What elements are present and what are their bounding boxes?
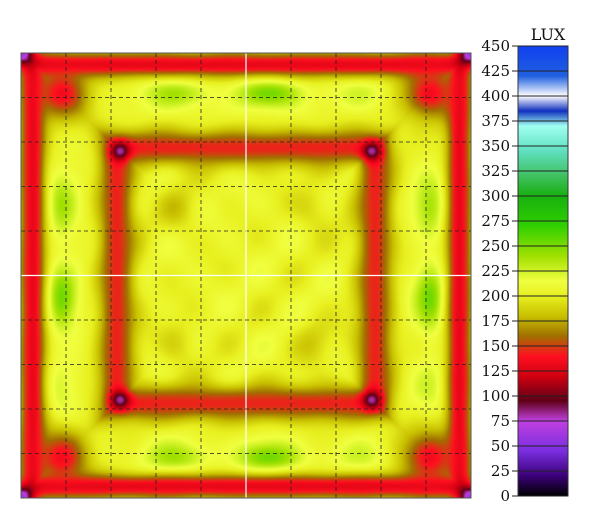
colorbar-tick-label: 50 (491, 437, 510, 455)
colorbar-tick-label: 450 (481, 37, 510, 55)
colorbar-tick-label: 250 (481, 237, 510, 255)
heatmap-frame (20, 52, 472, 499)
colorbar-tick-label: 125 (481, 362, 510, 380)
colorbar-tick-label: 175 (481, 312, 510, 330)
colorbar-tick-label: 75 (491, 412, 510, 430)
colorbar-tick-label: 150 (481, 337, 510, 355)
colorbar-tick-label: 100 (481, 387, 510, 405)
colorbar-unit-label: LUX (531, 25, 566, 44)
colorbar-tick-label: 375 (481, 112, 510, 130)
colorbar-tick-label: 275 (481, 212, 510, 230)
colorbar-tick-label: 325 (481, 162, 510, 180)
colorbar-tick-label: 400 (481, 87, 510, 105)
colorbar-tick-label: 425 (481, 62, 510, 80)
colorbar-tick-label: 300 (481, 187, 510, 205)
heatmap-grid (21, 53, 471, 498)
colorbar-tick-label: 225 (481, 262, 510, 280)
colorbar-ticks: 0 25 50 75 100 125 150 175 200 225 250 275 300 325 350… (481, 37, 568, 505)
colorbar-tick-label: 350 (481, 137, 510, 155)
colorbar-tick-label: 200 (481, 287, 510, 305)
colorbar-tick-label: 25 (491, 462, 510, 480)
colorbar-tick-label: 0 (500, 487, 510, 505)
